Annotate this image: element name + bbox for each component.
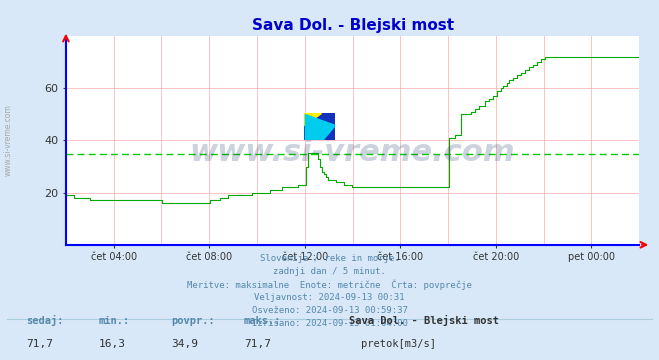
Text: pretok[m3/s]: pretok[m3/s]	[361, 339, 436, 350]
Text: Meritve: maksimalne  Enote: metrične  Črta: povprečje: Meritve: maksimalne Enote: metrične Črta…	[187, 280, 472, 290]
Text: povpr.:: povpr.:	[171, 316, 215, 326]
Text: Osveženo: 2024-09-13 00:59:37: Osveženo: 2024-09-13 00:59:37	[252, 306, 407, 315]
Text: www.si-vreme.com: www.si-vreme.com	[3, 104, 13, 176]
Text: 71,7: 71,7	[244, 339, 271, 350]
Text: Sava Dol. - Blejski most: Sava Dol. - Blejski most	[349, 315, 500, 326]
Text: sedaj:: sedaj:	[26, 315, 64, 326]
Text: 71,7: 71,7	[26, 339, 53, 350]
Text: 16,3: 16,3	[99, 339, 126, 350]
Title: Sava Dol. - Blejski most: Sava Dol. - Blejski most	[252, 18, 453, 33]
Text: 34,9: 34,9	[171, 339, 198, 350]
Polygon shape	[305, 114, 335, 140]
Text: Izrisano: 2024-09-13 01:04:00: Izrisano: 2024-09-13 01:04:00	[252, 319, 407, 328]
Text: Veljavnost: 2024-09-13 00:31: Veljavnost: 2024-09-13 00:31	[254, 293, 405, 302]
Text: zadnji dan / 5 minut.: zadnji dan / 5 minut.	[273, 267, 386, 276]
Text: maks.:: maks.:	[244, 316, 281, 326]
Text: min.:: min.:	[99, 316, 130, 326]
Text: Slovenija / reke in morje.: Slovenija / reke in morje.	[260, 254, 399, 263]
Text: www.si-vreme.com: www.si-vreme.com	[190, 139, 515, 167]
Polygon shape	[304, 113, 321, 126]
